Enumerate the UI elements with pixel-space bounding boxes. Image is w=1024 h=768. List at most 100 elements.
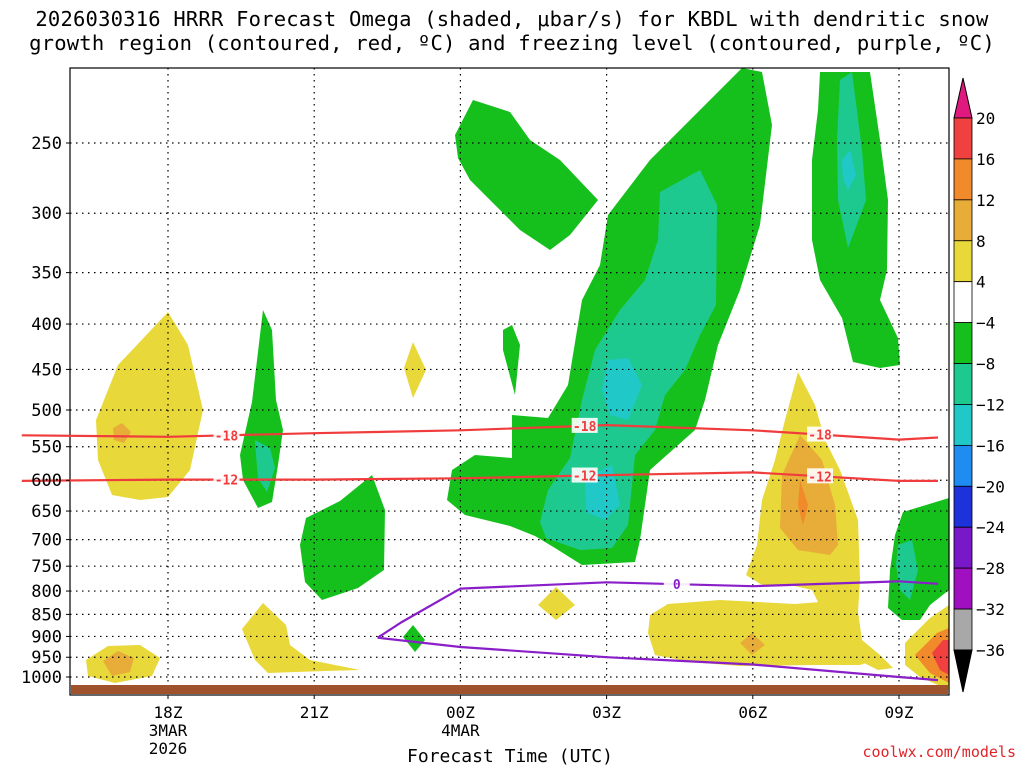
y-tick-label: 500 xyxy=(31,401,62,421)
colorbar: 20 16 12 8 4 −4 −8 −12 −16 −20 −24 −28 −32 −36 xyxy=(953,77,1005,693)
contour-line xyxy=(21,471,938,482)
colorbar-label: −28 xyxy=(976,559,1005,578)
x-tick-label: 18Z xyxy=(154,703,183,722)
omega-region xyxy=(896,540,918,600)
colorbar-segment xyxy=(953,485,973,528)
contour-label-bg xyxy=(807,468,834,484)
colorbar-label: 16 xyxy=(976,150,995,169)
contour-line xyxy=(377,580,939,639)
colorbar-segment xyxy=(953,363,973,405)
y-tick-label: 550 xyxy=(31,438,62,458)
contour-line xyxy=(377,636,939,682)
y-tick-label: 800 xyxy=(31,582,62,602)
x-tick-label: 06Z xyxy=(738,703,767,722)
colorbar-label: −24 xyxy=(976,518,1005,537)
colorbar-label: 8 xyxy=(976,232,986,251)
y-tick-label: 450 xyxy=(31,360,62,380)
colorbar-label: −4 xyxy=(976,314,995,333)
y-axis: 2503003504004505005506006507007508008509… xyxy=(21,134,70,688)
colorbar-label: −8 xyxy=(976,355,995,374)
omega-region xyxy=(648,600,875,666)
y-tick-label: 400 xyxy=(31,315,62,335)
omega-region xyxy=(103,651,134,676)
colorbar-label: −16 xyxy=(976,436,1005,455)
contour-label-bg xyxy=(213,471,240,487)
y-tick-label: 850 xyxy=(31,605,62,625)
colorbar-label: 12 xyxy=(976,191,995,210)
y-tick-label: 900 xyxy=(31,627,62,647)
colorbar-segment xyxy=(953,77,973,119)
colorbar-segment xyxy=(953,281,973,324)
surface-layer xyxy=(71,685,948,694)
colorbar-segment xyxy=(953,404,973,446)
colorbar-segment xyxy=(953,649,973,693)
colorbar-segment xyxy=(953,199,973,242)
contour-label-bg xyxy=(571,467,598,483)
y-tick-label: 750 xyxy=(31,557,62,577)
colorbar-segment xyxy=(953,526,973,569)
colorbar-segment xyxy=(953,608,973,651)
colorbar-label: 4 xyxy=(976,273,986,292)
x-tick-label: 00Z xyxy=(446,703,475,722)
x-tick-label: 09Z xyxy=(885,703,914,722)
contour-label: -12 xyxy=(215,474,238,489)
y-tick-label: 650 xyxy=(31,502,62,522)
colorbar-label: −36 xyxy=(976,641,1005,660)
colorbar-segment xyxy=(953,444,973,487)
colorbar-label: −12 xyxy=(976,395,1005,414)
omega-region xyxy=(602,358,642,420)
contour-label-bg xyxy=(213,427,240,443)
contour-label: -12 xyxy=(808,470,831,485)
colorbar-segment xyxy=(953,117,973,160)
contour-line xyxy=(21,423,939,441)
omega-region xyxy=(242,603,360,673)
contour-label: -18 xyxy=(215,429,239,444)
omega-region xyxy=(300,475,385,600)
y-tick-label: 350 xyxy=(31,264,62,284)
grid-layer xyxy=(70,68,949,695)
colorbar-segment xyxy=(953,567,973,610)
omega-region xyxy=(798,480,808,525)
omega-region xyxy=(113,423,131,443)
y-tick-label: 600 xyxy=(31,471,62,491)
x-tick-label: 3MAR xyxy=(149,721,188,740)
omega-region xyxy=(842,150,856,190)
colorbar-label: 20 xyxy=(976,109,995,128)
ground-surface xyxy=(71,685,948,694)
site-credit[interactable]: coolwx.com/models xyxy=(862,743,1016,761)
colorbar-label: −20 xyxy=(976,477,1005,496)
x-tick-label: 03Z xyxy=(592,703,621,722)
contour-label: -12 xyxy=(573,470,596,485)
chart-title-line-2: growth region (contoured, red, ºC) and f… xyxy=(29,31,995,55)
y-tick-label: 950 xyxy=(31,648,62,668)
omega-region xyxy=(455,100,598,250)
contour-label-bg xyxy=(807,426,834,442)
colorbar-segment xyxy=(953,158,973,201)
contour-label: -18 xyxy=(573,420,597,435)
y-tick-label: 700 xyxy=(31,531,62,551)
y-tick-label: 250 xyxy=(31,134,62,154)
omega-region xyxy=(538,587,575,620)
shading-layer xyxy=(86,68,949,690)
x-tick-label: 4MAR xyxy=(441,721,480,740)
y-tick-label: 300 xyxy=(31,204,62,224)
contour-label: 0 xyxy=(673,578,681,593)
omega-region xyxy=(503,325,520,395)
omega-region xyxy=(96,312,203,500)
x-axis-label: Forecast Time (UTC) xyxy=(407,746,613,767)
omega-region xyxy=(780,435,838,555)
colorbar-label: −32 xyxy=(976,600,1005,619)
omega-region xyxy=(403,625,425,652)
contour-label-bg xyxy=(663,576,690,592)
contour-label: -18 xyxy=(808,429,832,444)
contour-layer: -18 -18 -18 -12 -12 -12 0 xyxy=(21,417,939,682)
y-tick-label: 1000 xyxy=(21,668,62,688)
x-tick-label: 21Z xyxy=(300,703,329,722)
omega-region xyxy=(404,342,426,398)
colorbar-segment xyxy=(953,240,973,283)
plot-frame xyxy=(69,67,950,696)
chart-title-line-1: 2026030316 HRRR Forecast Omega (shaded, … xyxy=(35,7,989,31)
x-tick-label: 2026 xyxy=(149,739,188,758)
